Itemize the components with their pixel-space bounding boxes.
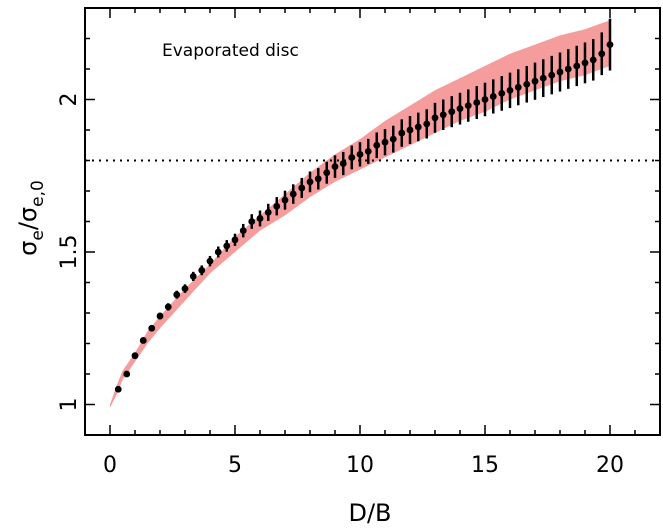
- y-tick-label: 2: [57, 93, 82, 107]
- data-point: [356, 151, 364, 158]
- data-point: [148, 324, 156, 332]
- x-tick-labels: 0 5 10 15 20: [103, 453, 624, 478]
- data-point: [181, 285, 189, 292]
- data-point: [339, 160, 347, 167]
- data-point: [298, 184, 306, 192]
- point-layer: [114, 41, 614, 393]
- data-point: [539, 74, 547, 82]
- data-point: [131, 352, 139, 360]
- data-point: [464, 102, 472, 109]
- data-point: [431, 114, 439, 122]
- x-tick-label: 15: [471, 453, 499, 478]
- data-point: [189, 273, 197, 280]
- data-point: [323, 169, 331, 177]
- data-point: [173, 291, 181, 299]
- data-point: [206, 257, 214, 265]
- y-label-denominator: σ: [14, 207, 42, 222]
- data-point: [439, 111, 447, 119]
- data-point: [248, 218, 256, 225]
- x-axis-label: D/B: [348, 499, 391, 527]
- data-point: [456, 105, 464, 113]
- data-point: [331, 163, 339, 171]
- data-point: [156, 312, 164, 320]
- data-point: [514, 83, 522, 91]
- data-point: [581, 59, 589, 67]
- y-tick-label: 1.5: [57, 235, 82, 270]
- data-point: [223, 242, 231, 250]
- data-point: [448, 108, 456, 116]
- data-point: [164, 303, 172, 311]
- data-point: [114, 385, 122, 393]
- data-point: [523, 80, 531, 88]
- y-label-base-sub: e: [28, 230, 48, 240]
- data-point: [264, 208, 272, 216]
- x-tick-label: 20: [596, 453, 624, 478]
- data-point: [198, 266, 206, 274]
- data-point: [481, 96, 489, 103]
- data-point: [589, 56, 597, 64]
- y-label-slash: /: [14, 221, 42, 230]
- data-point: [498, 90, 506, 97]
- data-point: [473, 99, 481, 106]
- data-point: [573, 62, 581, 70]
- error-bar-layer: [117, 18, 612, 391]
- data-point: [289, 190, 297, 198]
- data-point: [506, 86, 514, 94]
- data-point: [556, 68, 564, 76]
- x-tick-label: 0: [103, 453, 117, 478]
- tick-layer: [85, 7, 660, 436]
- data-point: [123, 370, 131, 378]
- data-point: [364, 147, 372, 155]
- y-label-base: σ: [14, 241, 42, 256]
- data-point: [398, 129, 406, 137]
- annotation-evaporated-disc: Evaporated disc: [162, 41, 299, 61]
- data-point: [139, 337, 147, 344]
- y-tick-labels: 11.52: [57, 93, 82, 412]
- data-point: [273, 202, 281, 210]
- data-point: [531, 77, 539, 85]
- data-point: [231, 236, 239, 244]
- data-point: [314, 175, 322, 183]
- data-point: [381, 138, 389, 146]
- y-axis-label: σe/σe,0: [14, 180, 48, 256]
- data-point: [214, 248, 222, 256]
- data-point: [414, 123, 422, 131]
- data-point: [606, 41, 614, 48]
- y-tick-label: 1: [57, 398, 82, 412]
- data-point: [406, 126, 414, 134]
- data-point: [306, 178, 314, 186]
- y-label-denominator-sub: e,0: [28, 180, 48, 207]
- data-point: [489, 93, 497, 100]
- data-point: [281, 196, 289, 204]
- data-point: [389, 135, 397, 143]
- data-point: [373, 141, 381, 149]
- data-point: [598, 50, 606, 58]
- data-point: [239, 227, 247, 235]
- data-point: [256, 215, 264, 222]
- data-point: [548, 71, 556, 79]
- data-point: [423, 120, 431, 128]
- x-tick-label: 10: [346, 453, 374, 478]
- data-point: [348, 154, 356, 161]
- x-tick-label: 5: [228, 453, 242, 478]
- data-point: [564, 65, 572, 73]
